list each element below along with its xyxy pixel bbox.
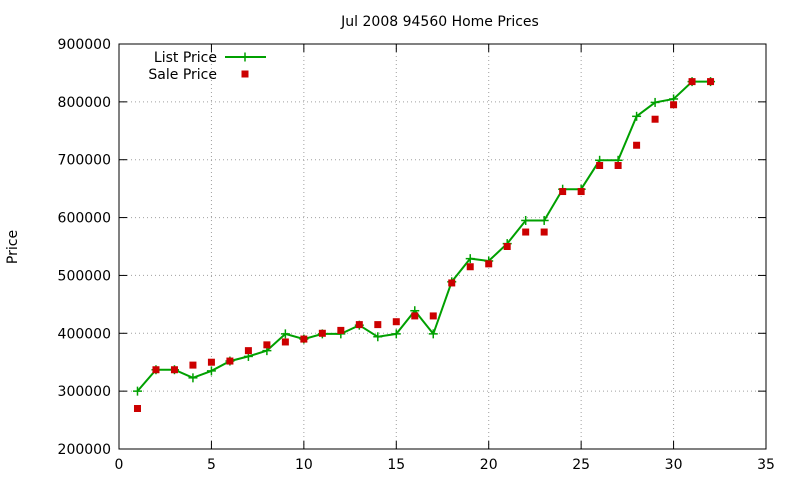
y-tick-label: 600000 xyxy=(58,211,111,227)
y-tick-label: 900000 xyxy=(58,37,111,53)
list-price-point xyxy=(539,215,549,225)
legend-label: List Price xyxy=(154,50,217,66)
sale-price-point xyxy=(596,162,604,169)
sale-price-point xyxy=(651,115,659,123)
sale-price-point xyxy=(133,405,141,412)
x-tick-label: 20 xyxy=(480,457,498,473)
grid-lines xyxy=(119,44,766,449)
sale-price-point xyxy=(559,188,567,196)
x-tick-label: 5 xyxy=(207,457,216,473)
y-tick-label: 400000 xyxy=(58,326,111,342)
sale-price-point xyxy=(207,358,215,366)
sale-price-point xyxy=(429,312,437,320)
y-tick-label: 800000 xyxy=(58,95,111,111)
sale-price-point xyxy=(688,78,696,86)
legend-label: Sale Price xyxy=(148,67,217,83)
sale-price-point xyxy=(337,326,345,334)
sale-price-point xyxy=(392,318,400,326)
x-tick-label: 15 xyxy=(387,457,405,473)
x-tick-label: 30 xyxy=(665,457,683,473)
list-price-point xyxy=(391,329,401,339)
x-tick-label: 25 xyxy=(572,457,590,473)
tick-labels: 0 5 10 15 20 25 30 35 200000 300000 400000 500000 60… xyxy=(58,37,775,473)
sale-price-point xyxy=(503,243,511,250)
x-tick-label: 10 xyxy=(295,457,313,473)
sale-price-point xyxy=(485,260,493,268)
sale-price-point xyxy=(300,335,308,343)
sale-price-point xyxy=(411,312,419,320)
plot-frame xyxy=(118,43,767,450)
y-tick-label: 500000 xyxy=(58,268,111,284)
series-layer xyxy=(132,77,716,412)
sale-price-point xyxy=(707,78,715,86)
sale-price-point xyxy=(355,321,363,329)
list-price-point xyxy=(650,97,660,107)
list-price-point xyxy=(206,366,216,376)
sale-price-point xyxy=(281,338,289,346)
list-price-point xyxy=(132,386,142,396)
sale-price-point xyxy=(189,361,197,369)
list-price-point xyxy=(632,111,642,121)
series-1 xyxy=(133,78,715,412)
list-price-point xyxy=(521,215,531,225)
list-price-point xyxy=(373,332,383,342)
x-tick-label: 35 xyxy=(757,457,775,473)
list-price-point xyxy=(465,254,475,264)
sale-price-point xyxy=(633,141,641,149)
sale-price-point xyxy=(670,101,678,109)
sale-price-point xyxy=(577,188,585,196)
x-tick-label: 0 xyxy=(115,457,124,473)
y-axis-label: Price xyxy=(5,230,21,264)
list-price-line xyxy=(136,80,711,392)
list-price-point xyxy=(280,329,290,339)
sale-price-point xyxy=(152,366,160,374)
legend-square-marker xyxy=(241,70,249,78)
sale-price-point xyxy=(226,357,234,365)
sale-price-point xyxy=(374,321,382,329)
y-tick-label: 200000 xyxy=(58,442,111,458)
y-tick-label: 700000 xyxy=(58,153,111,169)
sale-price-point xyxy=(263,341,271,349)
axis-ticks xyxy=(118,43,767,450)
sale-price-point xyxy=(466,263,474,271)
sale-price-point xyxy=(540,228,548,236)
list-price-point xyxy=(428,329,438,339)
sale-price-point xyxy=(170,366,178,374)
legend-plus-marker xyxy=(240,52,250,62)
sale-price-point xyxy=(318,329,326,337)
sale-price-point xyxy=(614,162,622,169)
sale-price-point xyxy=(448,279,456,287)
series-0 xyxy=(132,77,716,396)
chart-title: Jul 2008 94560 Home Prices xyxy=(340,14,539,30)
sale-price-point xyxy=(522,228,530,236)
sale-price-point xyxy=(244,347,252,355)
list-price-point xyxy=(188,373,198,383)
y-tick-label: 300000 xyxy=(58,384,111,400)
